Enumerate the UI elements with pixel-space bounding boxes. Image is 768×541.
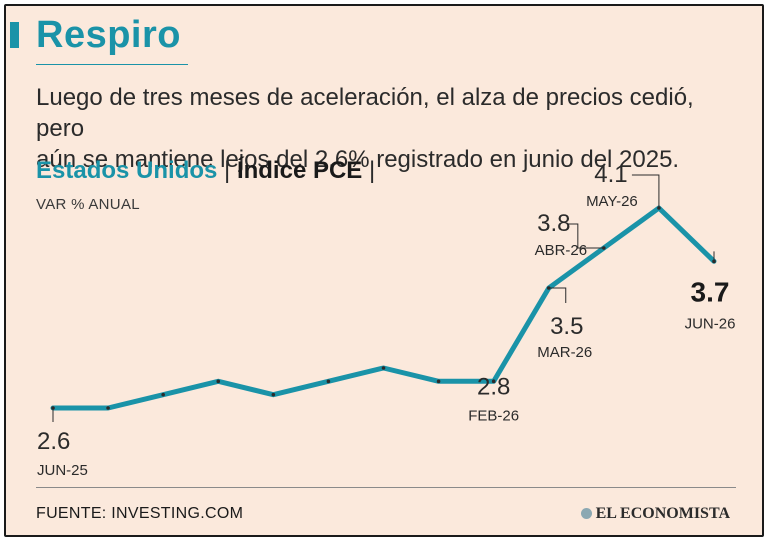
data-point (216, 379, 221, 384)
title-accent-bar (10, 22, 19, 48)
data-label-date: JUN-26 (685, 315, 736, 332)
subtitle-line-2: aún se mantiene lejos del 2.6% registrad… (36, 146, 680, 173)
title-underline (36, 64, 188, 65)
footer-divider (36, 487, 736, 488)
separator-2: | (368, 157, 376, 184)
data-point (436, 379, 441, 384)
source-note: FUENTE: INVESTING.COM (36, 505, 244, 522)
data-label-date: ABR-26 (535, 242, 588, 259)
data-label-date: JUN-25 (37, 462, 88, 479)
label-leader-line (566, 223, 604, 249)
data-point (161, 392, 165, 397)
data-point (491, 379, 496, 384)
data-point (271, 392, 276, 397)
data-label-value: 3.7 (691, 276, 730, 307)
data-label-value: 4.1 (594, 161, 627, 188)
globe-icon (580, 508, 592, 519)
data-label-value: 2.6 (37, 428, 70, 455)
infographic-card (4, 4, 764, 537)
region-label: Estados Unidos (36, 157, 218, 184)
data-label-value: 2.8 (477, 373, 510, 400)
data-point (712, 259, 716, 264)
data-point (381, 366, 386, 370)
subtitle: Luego de tres meses de aceleración, el a… (36, 82, 736, 175)
data-label-date: MAY-26 (586, 193, 638, 210)
data-label-value: 3.5 (550, 313, 583, 340)
subtitle-line-1: Luego de tres meses de aceleración, el a… (36, 84, 694, 142)
separator-1: | (224, 157, 231, 184)
data-point (106, 406, 110, 410)
index-name: Índice PCE (236, 157, 363, 184)
chart-heading: Estados Unidos | Índice PCE | (36, 157, 375, 185)
brand-name: EL ECONOMISTA (595, 505, 730, 522)
units-label: VAR % ANUAL (36, 196, 140, 213)
data-label-date: FEB-26 (468, 407, 519, 424)
page-title: Respiro (36, 14, 181, 56)
data-label-date: MAR-26 (537, 344, 592, 361)
series-line (50, 205, 717, 411)
label-leader-line (631, 174, 660, 208)
brand-logo: EL ECONOMISTA (580, 505, 730, 523)
data-point (326, 379, 331, 384)
label-leader-line (548, 287, 567, 303)
data-label-value: 3.8 (537, 210, 570, 237)
